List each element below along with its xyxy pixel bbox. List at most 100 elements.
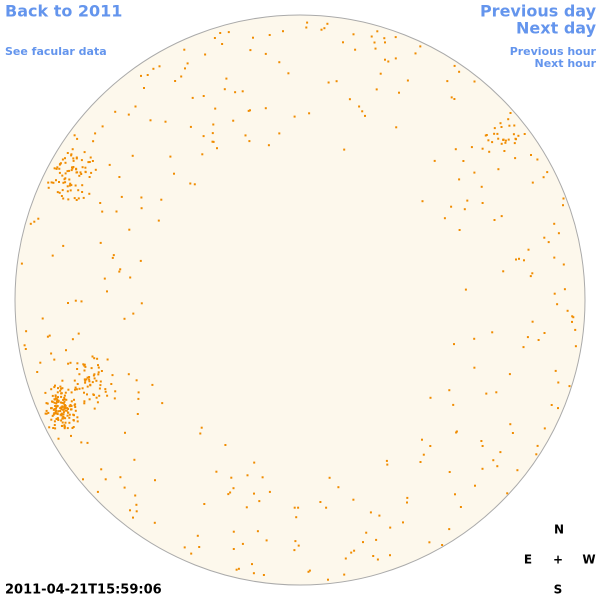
facula — [79, 171, 82, 174]
facula — [47, 181, 50, 184]
facula — [394, 36, 397, 39]
facula — [485, 392, 488, 395]
prev-hour-link[interactable]: Previous hour — [510, 45, 597, 58]
facula — [96, 357, 99, 360]
facula — [509, 423, 512, 426]
facula — [70, 408, 72, 411]
facula — [450, 96, 453, 99]
facula — [196, 534, 199, 537]
prev-day-link[interactable]: Previous day — [480, 2, 597, 21]
facula — [55, 409, 58, 412]
facula — [323, 27, 326, 30]
facula — [56, 417, 59, 420]
facula — [99, 380, 102, 383]
facula — [216, 147, 218, 150]
facula — [473, 366, 476, 369]
facula — [97, 364, 99, 367]
facula — [20, 262, 23, 265]
facula — [91, 160, 94, 162]
facula — [106, 394, 109, 397]
facula — [70, 153, 73, 156]
facula — [287, 72, 290, 75]
facula — [135, 503, 138, 506]
facula — [462, 160, 465, 162]
facula — [376, 30, 379, 33]
facula — [81, 191, 84, 193]
facula — [375, 88, 378, 91]
facula — [191, 96, 194, 99]
facula — [76, 362, 79, 365]
facula — [60, 395, 63, 398]
facula — [342, 41, 344, 44]
facula — [473, 337, 476, 340]
facula — [54, 427, 57, 430]
facula — [64, 417, 67, 420]
facular-link[interactable]: See facular data — [5, 45, 107, 58]
facula — [76, 368, 79, 370]
facula — [70, 400, 73, 403]
facula — [212, 140, 215, 143]
facula — [531, 272, 534, 275]
facula — [246, 474, 249, 477]
facula — [51, 254, 54, 257]
facula — [421, 438, 423, 441]
next-day-link[interactable]: Next day — [516, 19, 597, 38]
facula — [54, 405, 57, 407]
facula — [232, 548, 235, 550]
facula — [406, 496, 409, 499]
facula — [57, 410, 60, 413]
facula — [127, 373, 130, 376]
facula — [376, 558, 379, 561]
facula — [64, 409, 67, 412]
facula — [58, 167, 61, 170]
facula — [134, 494, 137, 497]
facula — [568, 385, 571, 388]
facula — [64, 421, 67, 424]
facula — [515, 258, 517, 261]
facula — [128, 228, 131, 231]
facula — [50, 418, 53, 421]
back-link[interactable]: Back to 2011 — [5, 2, 122, 21]
facula — [190, 552, 193, 555]
facula — [458, 229, 461, 231]
facula — [419, 45, 422, 48]
facula — [160, 198, 163, 201]
facula — [60, 412, 63, 415]
facula — [53, 167, 56, 170]
facula — [118, 176, 121, 178]
facula — [46, 402, 49, 405]
facula — [203, 503, 206, 505]
facula — [224, 444, 227, 446]
facula — [94, 168, 97, 171]
facula — [58, 191, 61, 194]
facula — [75, 171, 78, 174]
facula — [62, 244, 65, 247]
facula — [247, 109, 250, 112]
facula — [143, 87, 145, 89]
facula — [158, 65, 161, 68]
facula — [169, 155, 172, 158]
facula — [553, 222, 556, 225]
facula — [88, 378, 91, 381]
facula — [53, 424, 56, 426]
facula — [335, 80, 338, 83]
facula — [211, 140, 214, 143]
facula — [84, 365, 87, 368]
facula — [63, 407, 66, 410]
facula — [550, 404, 553, 406]
facula — [86, 376, 89, 379]
facula — [496, 465, 499, 468]
facula — [134, 105, 137, 108]
facula — [93, 407, 96, 410]
facula — [47, 411, 50, 414]
facula — [189, 125, 192, 128]
facula — [536, 158, 539, 161]
facula — [488, 150, 491, 153]
facula — [96, 490, 99, 493]
facula — [470, 146, 473, 149]
facula — [80, 441, 83, 444]
next-hour-link[interactable]: Next hour — [535, 57, 597, 70]
facula — [282, 30, 284, 33]
facula — [554, 369, 557, 372]
